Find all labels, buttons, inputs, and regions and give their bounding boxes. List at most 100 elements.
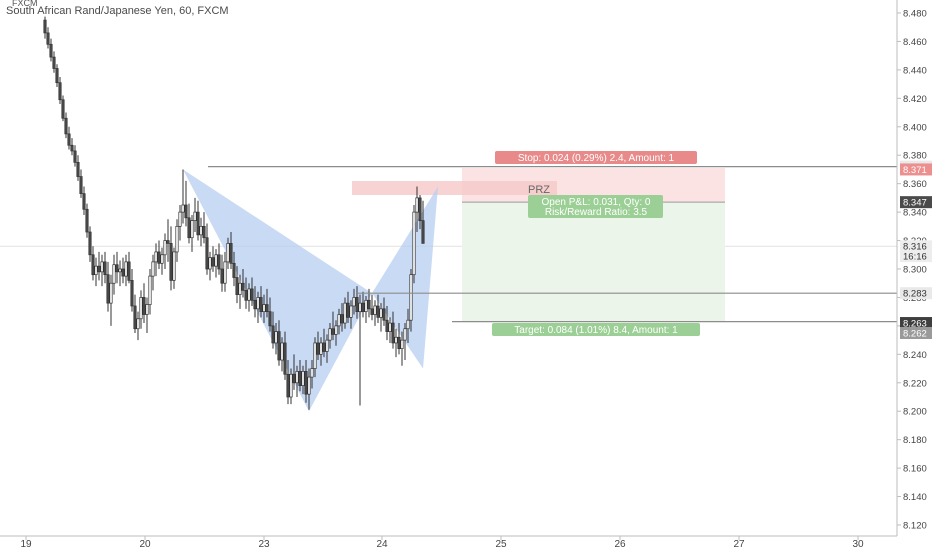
trade-zones (352, 168, 725, 322)
candle-body (151, 261, 155, 277)
candle (226, 237, 230, 269)
candle-body (295, 371, 299, 384)
candle (85, 203, 89, 238)
candle (142, 283, 146, 324)
candle-body (268, 311, 272, 327)
candle-body (208, 257, 212, 270)
candle (421, 200, 425, 244)
candle-body (109, 282, 113, 304)
candle (106, 261, 110, 312)
candle (205, 223, 209, 275)
candle-body (142, 297, 146, 315)
candle-body (307, 376, 311, 395)
candle (151, 254, 155, 291)
candle (298, 360, 302, 392)
candle-body (181, 204, 185, 213)
candle (169, 226, 173, 291)
candle (277, 320, 281, 366)
candle-body (370, 308, 374, 315)
candle (283, 331, 287, 380)
candle-body (241, 282, 245, 291)
candle-body (55, 68, 59, 84)
candle-body (421, 220, 425, 244)
candle (250, 277, 254, 306)
candle-body (400, 339, 404, 349)
candle (157, 240, 161, 269)
candle-body (364, 299, 368, 313)
candle (181, 169, 185, 224)
candle-body (49, 43, 53, 58)
candle-body (406, 319, 410, 330)
candle-body (316, 342, 320, 355)
candle (280, 337, 284, 372)
candle (232, 251, 236, 287)
candle (355, 286, 359, 319)
candle-body (319, 342, 323, 355)
chart-title-text: South African Rand/Japanese Yen, 60, FXC… (6, 5, 229, 17)
target-label-bg (492, 323, 700, 336)
candle (271, 311, 275, 349)
candle-body (223, 261, 227, 284)
candle-body (79, 176, 83, 194)
candle (49, 38, 53, 62)
y-tick-label: 8.200 (903, 407, 927, 418)
candle-body (415, 197, 419, 213)
candle-body (328, 328, 332, 341)
price-badge-text: 8.262 (903, 329, 927, 340)
candle (307, 368, 311, 410)
candle-body (82, 193, 86, 210)
candle (391, 311, 395, 349)
candle (163, 233, 167, 269)
candle (370, 294, 374, 321)
candle (262, 294, 266, 324)
candle-body (85, 208, 89, 233)
candle-body (385, 319, 389, 332)
candle (337, 308, 341, 335)
price-badge: 16:16 (900, 250, 932, 263)
candle-body (46, 32, 50, 45)
candle (148, 269, 152, 315)
candle-body (331, 328, 335, 335)
x-tick-label: 27 (733, 539, 745, 550)
y-tick-label: 8.340 (903, 208, 927, 219)
price-badge: 8.371 (900, 163, 932, 176)
candle-body (346, 302, 350, 318)
candle-body (235, 277, 239, 295)
candle-body (352, 297, 356, 307)
candle (97, 251, 101, 281)
candle-body (97, 265, 101, 273)
candle-body (298, 371, 302, 386)
candle-body (118, 268, 122, 273)
candle (313, 337, 317, 378)
candle-body (175, 225, 179, 253)
candle (247, 283, 251, 312)
y-tick-label: 8.140 (903, 492, 927, 503)
y-tick-label: 8.400 (903, 122, 927, 133)
candle (241, 269, 245, 298)
candle (322, 328, 326, 358)
y-tick-label: 8.220 (903, 378, 927, 389)
candle (325, 334, 329, 363)
candle (274, 323, 278, 355)
candle-body (157, 251, 161, 264)
candle-body (289, 373, 293, 398)
candle (109, 274, 113, 326)
symbol-tag: FXCM (12, 0, 38, 8)
candle-body (112, 264, 116, 284)
candle-body (358, 302, 362, 313)
candle (268, 297, 272, 332)
open-pnl-text: Open P&L: 0.031, Qty: 0 (542, 197, 651, 208)
candle (58, 77, 62, 105)
candle (145, 297, 149, 333)
y-tick-label: 8.360 (903, 179, 927, 190)
candle-body (52, 56, 56, 69)
stop-label-bg (495, 151, 697, 164)
candle-body (166, 240, 170, 244)
candle-body (283, 342, 287, 375)
candle (412, 205, 416, 284)
candle-body (367, 299, 371, 310)
candle-body (379, 308, 383, 318)
candle (286, 360, 290, 405)
